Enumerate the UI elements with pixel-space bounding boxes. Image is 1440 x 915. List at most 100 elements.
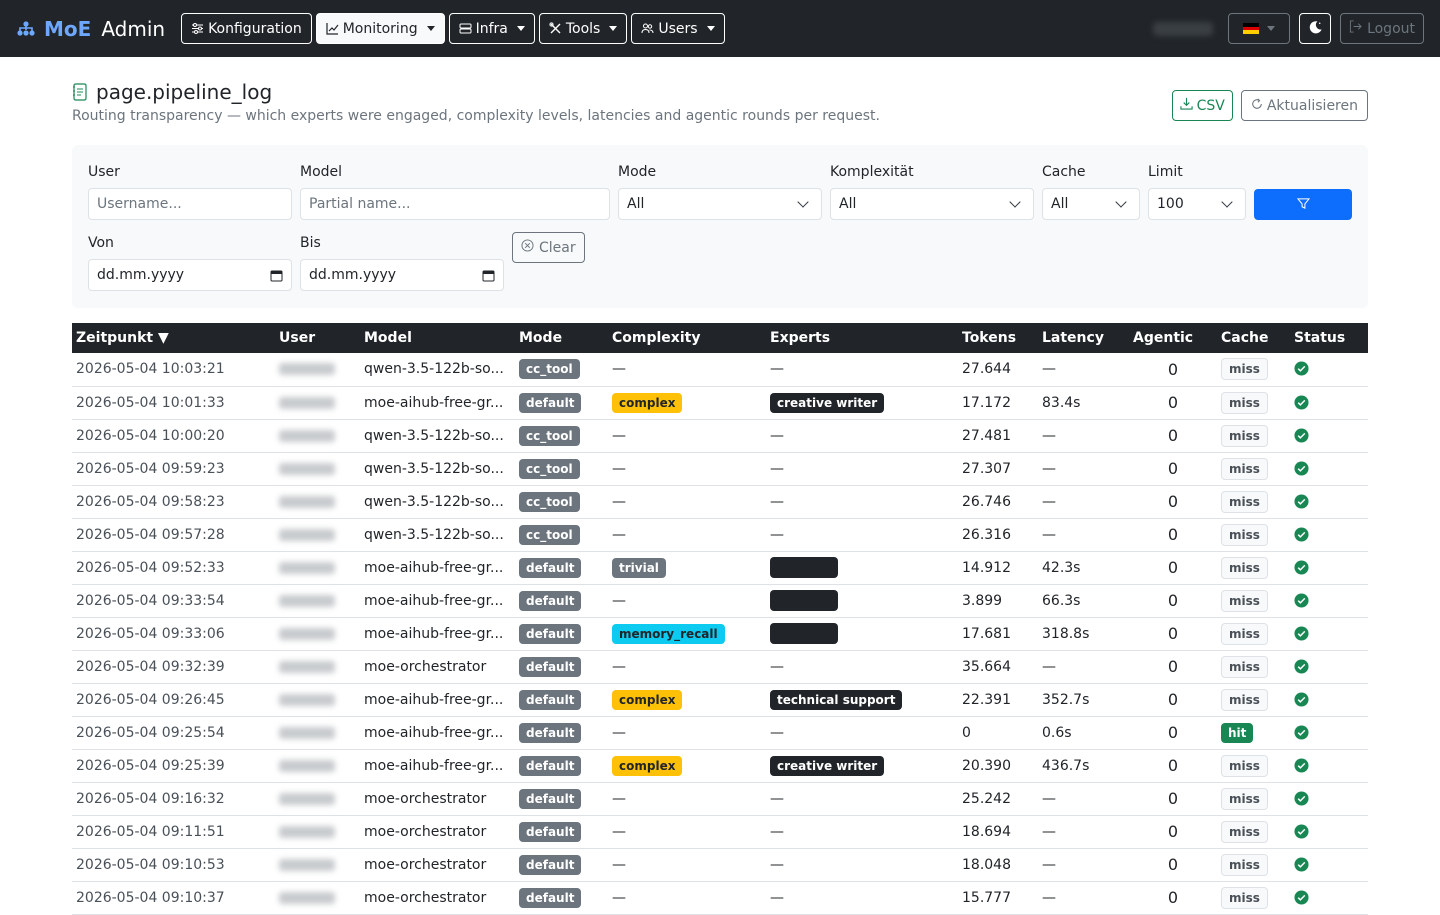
- cache-filter-value: All: [1051, 196, 1069, 212]
- complexity-filter-select[interactable]: All: [830, 188, 1034, 220]
- menu-monitoring[interactable]: Monitoring: [315, 13, 445, 44]
- table-row[interactable]: 2026-05-04 09:52:33 moe-aihub-free-gr... d…: [72, 551, 1368, 585]
- table-row[interactable]: 2026-05-04 10:01:33 moe-aihub-free-gr... d…: [72, 386, 1368, 420]
- clear-filter-button[interactable]: Clear: [512, 232, 585, 263]
- calendar-icon[interactable]: [482, 269, 495, 282]
- cell-agentic: 0: [1129, 419, 1217, 453]
- cell-status: [1290, 683, 1368, 717]
- table-row[interactable]: 2026-05-04 09:59:23 qwen-3.5-122b-so... cc…: [72, 452, 1368, 486]
- cell-complexity: —: [608, 419, 766, 453]
- theme-toggle-button[interactable]: [1299, 13, 1332, 44]
- cell-complexity: trivial: [608, 551, 766, 585]
- cell-experts: —: [766, 650, 958, 684]
- cell-agentic: 0: [1129, 881, 1217, 915]
- cell-mode: default: [515, 782, 608, 816]
- cell-agentic: 0: [1129, 386, 1217, 420]
- menu-users[interactable]: Users: [631, 13, 725, 44]
- table-row[interactable]: 2026-05-04 09:57:28 qwen-3.5-122b-so... cc…: [72, 518, 1368, 552]
- cell-user: [275, 749, 360, 783]
- cell-model: qwen-3.5-122b-so...: [360, 419, 515, 453]
- menu-konfiguration[interactable]: Konfiguration: [181, 13, 312, 44]
- logout-icon: [1349, 20, 1362, 37]
- col-timestamp[interactable]: Zeitpunkt ▼: [72, 323, 275, 353]
- cache-filter-select[interactable]: All: [1042, 188, 1140, 220]
- cell-user: [275, 452, 360, 486]
- cell-timestamp: 2026-05-04 09:33:06: [72, 617, 275, 651]
- table-row[interactable]: 2026-05-04 09:10:37 moe-orchestrator defau…: [72, 881, 1368, 915]
- cell-agentic: 0: [1129, 551, 1217, 585]
- from-date-input[interactable]: dd.mm.yyyy: [88, 259, 292, 291]
- cell-latency: —: [1038, 518, 1129, 552]
- table-row[interactable]: 2026-05-04 09:10:53 moe-orchestrator defau…: [72, 848, 1368, 882]
- table-row[interactable]: 2026-05-04 09:16:32 moe-orchestrator defau…: [72, 782, 1368, 816]
- cell-model: qwen-3.5-122b-so...: [360, 485, 515, 519]
- cell-mode: default: [515, 650, 608, 684]
- menu-infra[interactable]: Infra: [448, 13, 535, 44]
- table-row[interactable]: 2026-05-04 09:58:23 qwen-3.5-122b-so... cc…: [72, 485, 1368, 519]
- logout-label: Logout: [1367, 20, 1415, 37]
- model-filter-input[interactable]: [300, 188, 610, 220]
- cell-user: [275, 782, 360, 816]
- limit-filter-value: 100: [1157, 196, 1184, 212]
- cell-latency: 83.4s: [1038, 386, 1129, 420]
- mode-filter-select[interactable]: All: [618, 188, 822, 220]
- refresh-icon: [1251, 97, 1263, 114]
- check-circle-icon: [1294, 790, 1310, 807]
- cell-mode: default: [515, 749, 608, 783]
- cell-model: moe-aihub-free-gr...: [360, 683, 515, 717]
- menu-users-label: Users: [658, 20, 698, 37]
- table-row[interactable]: 2026-05-04 09:25:39 moe-aihub-free-gr... d…: [72, 749, 1368, 783]
- cell-timestamp: 2026-05-04 10:00:20: [72, 419, 275, 453]
- cell-experts: —: [766, 815, 958, 849]
- cell-mode: cc_tool: [515, 419, 608, 453]
- language-select[interactable]: [1228, 13, 1291, 44]
- cell-user: [275, 716, 360, 750]
- chevron-down-icon: [1009, 196, 1021, 208]
- cell-status: [1290, 749, 1368, 783]
- mode-filter-value: All: [627, 196, 645, 212]
- cell-model: qwen-3.5-122b-so...: [360, 518, 515, 552]
- cell-complexity: memory_recall: [608, 617, 766, 651]
- check-circle-icon: [1294, 724, 1310, 741]
- cell-tokens: 25.242: [958, 782, 1038, 816]
- table-row[interactable]: 2026-05-04 09:33:06 moe-aihub-free-gr... d…: [72, 617, 1368, 651]
- logout-button[interactable]: Logout: [1340, 13, 1424, 44]
- table-row[interactable]: 2026-05-04 10:03:21 qwen-3.5-122b-so... cc…: [72, 353, 1368, 387]
- table-row[interactable]: 2026-05-04 10:00:20 qwen-3.5-122b-so... cc…: [72, 419, 1368, 453]
- cell-status: [1290, 848, 1368, 882]
- cache-badge: miss: [1221, 622, 1268, 645]
- to-date-input[interactable]: dd.mm.yyyy: [300, 259, 504, 291]
- table-row[interactable]: 2026-05-04 09:32:39 moe-orchestrator defau…: [72, 650, 1368, 684]
- calendar-icon[interactable]: [270, 269, 283, 282]
- cell-cache: miss: [1217, 386, 1290, 420]
- cell-experts: creative writer: [766, 386, 958, 420]
- csv-export-button[interactable]: CSV: [1171, 90, 1233, 121]
- cell-agentic: 0: [1129, 452, 1217, 486]
- apply-filter-button[interactable]: [1254, 189, 1352, 220]
- cell-tokens: 27.307: [958, 452, 1038, 486]
- chevron-down-icon: [609, 26, 618, 31]
- cell-model: moe-orchestrator: [360, 650, 515, 684]
- limit-filter-select[interactable]: 100: [1148, 188, 1246, 220]
- page-title: page.pipeline_log: [72, 80, 1368, 104]
- cell-cache: miss: [1217, 551, 1290, 585]
- cell-model: moe-orchestrator: [360, 815, 515, 849]
- mode-badge: cc_tool: [519, 524, 580, 545]
- complexity-filter-value: All: [839, 196, 857, 212]
- brand[interactable]: MoE Admin: [16, 17, 165, 41]
- cell-experts: —: [766, 716, 958, 750]
- menu-tools[interactable]: Tools: [538, 13, 628, 44]
- user-filter-input[interactable]: [88, 188, 292, 220]
- table-row[interactable]: 2026-05-04 09:11:51 moe-orchestrator defau…: [72, 815, 1368, 849]
- table-row[interactable]: 2026-05-04 09:25:54 moe-aihub-free-gr... d…: [72, 716, 1368, 750]
- cache-badge: miss: [1221, 391, 1268, 414]
- refresh-button[interactable]: Aktualisieren: [1240, 90, 1368, 121]
- table-row[interactable]: 2026-05-04 09:33:54 moe-aihub-free-gr... d…: [72, 584, 1368, 618]
- cell-agentic: 0: [1129, 485, 1217, 519]
- chevron-down-icon: [1221, 196, 1233, 208]
- menu-tools-label: Tools: [565, 20, 601, 37]
- cell-status: [1290, 650, 1368, 684]
- table-row[interactable]: 2026-05-04 09:26:45 moe-aihub-free-gr... d…: [72, 683, 1368, 717]
- cache-badge: hit: [1221, 722, 1254, 743]
- cell-tokens: 26.316: [958, 518, 1038, 552]
